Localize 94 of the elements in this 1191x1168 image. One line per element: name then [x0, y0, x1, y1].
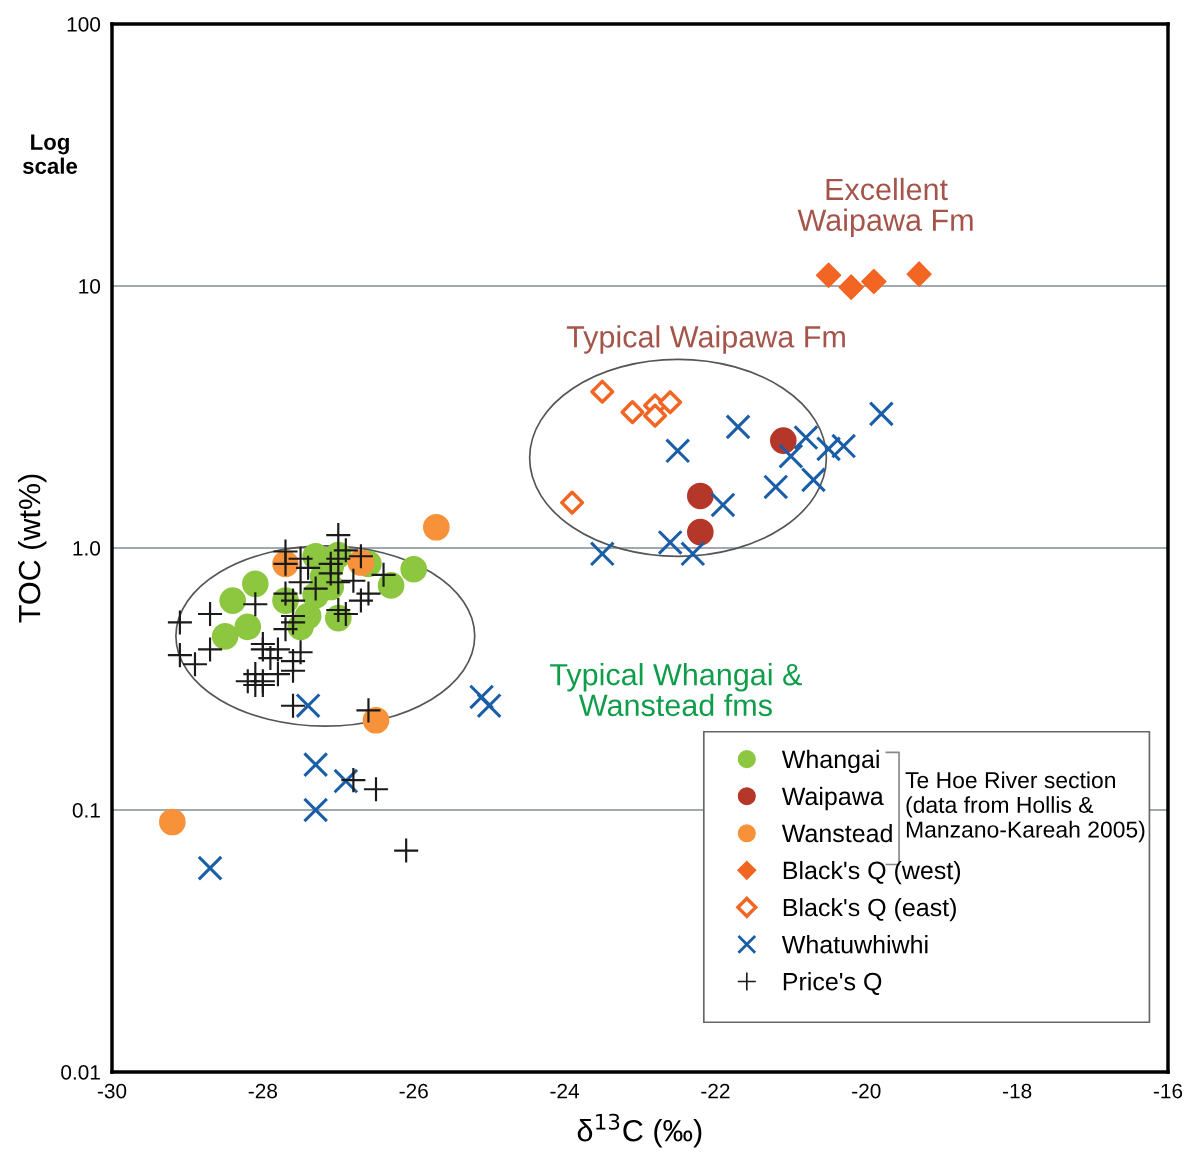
point: [861, 268, 887, 295]
legend-label: Waipawa: [781, 786, 884, 811]
point: [281, 693, 306, 718]
point: [868, 401, 895, 427]
legend-label: Wanstead: [781, 823, 892, 843]
y-tick-label: 0.1: [72, 803, 100, 818]
point: [167, 610, 192, 635]
point: [302, 751, 329, 778]
point: [288, 570, 313, 595]
point: [182, 652, 207, 677]
point: [219, 587, 246, 614]
point: [680, 541, 706, 567]
point: [198, 637, 223, 662]
annotation: Te Hoe River section (data from Hollis & Manzano-Kareah 2005): [905, 771, 1145, 843]
point: [815, 262, 842, 288]
point: [838, 274, 864, 300]
point: [815, 436, 842, 462]
point: [620, 400, 645, 425]
point: [356, 698, 381, 723]
point: [400, 555, 428, 583]
point: [288, 640, 313, 665]
point: [295, 693, 321, 719]
x-axis-title: δ$^{13}$C (‰): [577, 1113, 702, 1148]
point: [906, 261, 932, 287]
point: [333, 538, 358, 563]
x-tick-label: -18: [1003, 1083, 1032, 1099]
point: [800, 467, 827, 493]
point: [394, 838, 419, 863]
point: [476, 693, 502, 719]
point: [273, 617, 298, 642]
point: [341, 568, 366, 593]
x-tick-label: -20: [852, 1083, 881, 1099]
point: [167, 643, 192, 668]
point: [258, 646, 283, 671]
x-tick-label: -24: [550, 1083, 580, 1099]
point: [243, 592, 268, 617]
point: [234, 613, 262, 641]
x-tick-label: -26: [399, 1083, 428, 1099]
point: [333, 601, 358, 626]
point: [793, 424, 819, 451]
point: [211, 623, 239, 650]
point: [664, 438, 691, 464]
point: [265, 637, 290, 662]
annotation: Typical Whangai & Wanstead fms: [550, 663, 802, 717]
y-tick-label: 1.0: [73, 541, 101, 556]
x-tick-label: -30: [97, 1083, 127, 1099]
y-tick-label: 100: [67, 17, 101, 32]
text: Log scale: [22, 134, 78, 174]
point: [589, 541, 616, 567]
point: [725, 414, 751, 440]
point: [560, 490, 585, 515]
point: [281, 658, 306, 683]
legend-label: Whangai: [781, 749, 879, 774]
y-tick-label: 10: [79, 279, 101, 294]
point: [348, 544, 373, 569]
point: [288, 546, 313, 571]
point: [198, 601, 223, 626]
point: [423, 513, 450, 541]
point: [657, 529, 683, 556]
legend-label: Black's Q (east): [783, 898, 956, 922]
x-tick-label: -28: [248, 1083, 278, 1099]
point: [830, 433, 857, 459]
point: [303, 576, 328, 601]
point: [197, 855, 223, 881]
x-tick-label: -22: [701, 1083, 730, 1099]
point: [294, 602, 322, 630]
legend-label: Whatuwhiwhi: [781, 935, 928, 954]
point: [643, 403, 668, 428]
point: [710, 492, 736, 518]
point: [658, 390, 683, 415]
point: [302, 797, 329, 823]
point: [778, 443, 804, 469]
point: [468, 684, 495, 710]
annotation: Typical Waipawa Fm: [566, 325, 845, 354]
annotation: Excellent Waipawa Fm: [797, 177, 973, 237]
point: [326, 523, 351, 548]
point: [763, 474, 789, 500]
y-axis-title: TOC (wt%): [17, 474, 47, 623]
point: [687, 518, 714, 546]
point: [363, 777, 389, 802]
point: [296, 555, 321, 580]
point: [687, 482, 714, 510]
legend-label: Black's Q (west): [783, 860, 961, 885]
point: [590, 379, 615, 404]
y-tick-label: 0.01: [61, 1065, 100, 1080]
point: [341, 768, 366, 793]
point: [348, 588, 373, 613]
point: [159, 808, 186, 836]
legend-label: Price's Q: [783, 972, 882, 995]
point: [371, 562, 396, 587]
point: [242, 570, 269, 598]
point: [770, 427, 797, 454]
point: [265, 662, 290, 687]
x-tick-label: -16: [1153, 1083, 1183, 1099]
